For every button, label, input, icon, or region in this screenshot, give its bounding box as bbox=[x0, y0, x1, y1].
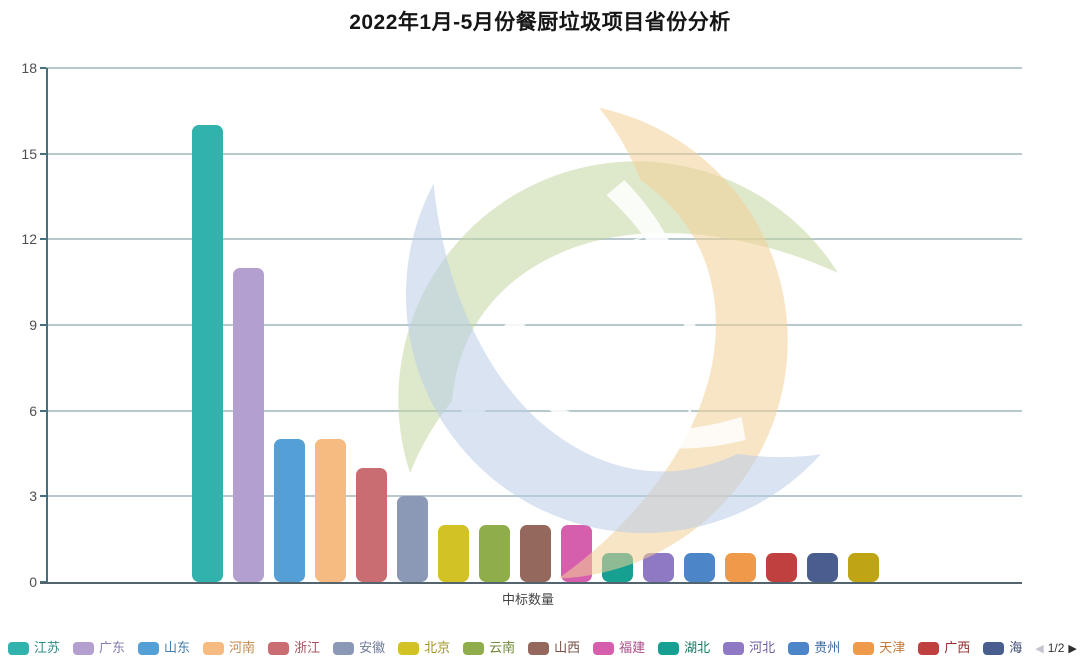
legend-label: 海 bbox=[1009, 640, 1023, 655]
legend-swatch-icon bbox=[983, 641, 1005, 655]
legend-swatch-icon bbox=[398, 641, 420, 655]
legend-swatch-icon bbox=[528, 641, 550, 655]
legend-swatch-icon bbox=[333, 641, 355, 655]
bar-山西[interactable] bbox=[520, 524, 551, 582]
legend-label: 河北 bbox=[749, 640, 776, 655]
bar-山东[interactable] bbox=[274, 439, 305, 582]
legend-label: 云南 bbox=[489, 640, 516, 655]
y-tick-mark-15 bbox=[40, 152, 46, 155]
legend-label: 浙江 bbox=[294, 640, 321, 655]
y-tick-mark-6 bbox=[40, 409, 46, 412]
legend-next-page-icon[interactable]: ▶ bbox=[1068, 642, 1077, 655]
legend-bar: 江苏 广东 山东 河南 浙江 安徽 北京 云南 山西 福建 湖北 河北 贵州 天津 广西 海 ◀ 1/2 ▶ bbox=[8, 638, 1077, 658]
y-axis-line bbox=[46, 68, 48, 584]
x-axis-line bbox=[40, 582, 1022, 584]
legend-label: 江苏 bbox=[34, 640, 61, 655]
y-tick-mark-9 bbox=[40, 324, 46, 326]
bar-海[interactable] bbox=[807, 553, 838, 582]
bar-湖北[interactable] bbox=[602, 553, 633, 582]
legend-swatch-icon bbox=[268, 641, 290, 655]
legend-item-福建[interactable]: 福建 bbox=[593, 640, 645, 656]
legend-item-北京[interactable]: 北京 bbox=[398, 640, 450, 656]
legend-swatch-icon bbox=[658, 641, 680, 655]
y-tick-label-3: 3 bbox=[29, 488, 37, 505]
legend-label: 湖北 bbox=[684, 640, 711, 655]
legend-item-浙江[interactable]: 浙江 bbox=[268, 640, 320, 656]
gridline-15 bbox=[46, 152, 1022, 155]
legend-label: 福建 bbox=[619, 640, 646, 655]
bar-河北[interactable] bbox=[643, 553, 674, 582]
y-tick-label-15: 15 bbox=[21, 145, 37, 162]
legend-item-贵州[interactable]: 贵州 bbox=[788, 640, 840, 656]
watermark-logo-icon bbox=[398, 107, 839, 579]
legend-item-河北[interactable]: 河北 bbox=[723, 640, 775, 656]
legend-item-江苏[interactable]: 江苏 bbox=[8, 640, 60, 656]
legend-swatch-icon bbox=[918, 641, 940, 655]
legend-label: 河南 bbox=[229, 640, 256, 655]
legend-swatch-icon bbox=[788, 641, 810, 655]
bar-广西[interactable] bbox=[766, 553, 797, 582]
legend-label: 广东 bbox=[99, 640, 126, 655]
legend-swatch-icon bbox=[853, 641, 875, 655]
legend-item-安徽[interactable]: 安徽 bbox=[333, 640, 385, 656]
page-title: 2022年1月-5月份餐厨垃圾项目省份分析 bbox=[349, 11, 731, 34]
y-tick-mark-3 bbox=[40, 495, 46, 498]
bar-浙江[interactable] bbox=[356, 467, 387, 582]
legend-item-河南[interactable]: 河南 bbox=[203, 640, 255, 656]
legend-swatch-icon bbox=[723, 641, 745, 655]
legend-swatch-icon bbox=[8, 641, 29, 655]
bar-江苏[interactable] bbox=[192, 125, 223, 582]
bar-天津[interactable] bbox=[725, 553, 756, 582]
bar-贵州[interactable] bbox=[684, 553, 715, 582]
legend-item-山西[interactable]: 山西 bbox=[528, 640, 580, 656]
legend-item-山东[interactable]: 山东 bbox=[138, 640, 190, 656]
bar-安徽[interactable] bbox=[397, 496, 428, 582]
legend-label: 山东 bbox=[164, 640, 191, 655]
legend-prev-page-icon[interactable]: ◀ bbox=[1035, 642, 1044, 655]
legend-item-云南[interactable]: 云南 bbox=[463, 640, 515, 656]
gridline-18 bbox=[46, 67, 1022, 69]
bar-福建[interactable] bbox=[561, 524, 592, 582]
y-tick-mark-12 bbox=[40, 238, 46, 241]
y-tick-label-18: 18 bbox=[21, 60, 37, 76]
legend-swatch-icon bbox=[203, 641, 225, 655]
legend-swatch-icon bbox=[593, 641, 615, 655]
legend-swatch-icon bbox=[463, 641, 485, 655]
legend-item-天津[interactable]: 天津 bbox=[853, 640, 905, 656]
bar-河南[interactable] bbox=[315, 439, 346, 582]
legend-swatch-icon bbox=[138, 641, 160, 655]
legend-label: 安徽 bbox=[359, 640, 386, 655]
bar-series-17[interactable] bbox=[848, 553, 879, 582]
legend-label: 贵州 bbox=[814, 640, 841, 655]
y-tick-mark-18 bbox=[40, 67, 46, 69]
legend-item-湖北[interactable]: 湖北 bbox=[658, 640, 710, 656]
y-tick-label-6: 6 bbox=[29, 402, 37, 419]
legend-label: 天津 bbox=[879, 640, 906, 655]
y-tick-label-12: 12 bbox=[21, 231, 37, 248]
legend-label: 北京 bbox=[424, 640, 451, 655]
bar-广东[interactable] bbox=[233, 267, 264, 582]
legend-item-广东[interactable]: 广东 bbox=[73, 640, 125, 656]
bar-北京[interactable] bbox=[438, 524, 469, 582]
legend-page-indicator: 1/2 bbox=[1047, 641, 1065, 655]
legend-label: 广西 bbox=[944, 640, 971, 655]
legend-swatch-icon bbox=[73, 641, 95, 655]
legend-label: 山西 bbox=[554, 640, 581, 655]
bar-云南[interactable] bbox=[479, 524, 510, 582]
x-axis-title: 中标数量 bbox=[501, 592, 554, 607]
legend-item-广西[interactable]: 广西 bbox=[918, 640, 970, 656]
legend-item-海[interactable]: 海 bbox=[983, 640, 1022, 656]
legend-pager: ◀ 1/2 ▶ bbox=[1035, 641, 1077, 655]
y-tick-label-9: 9 bbox=[29, 317, 37, 333]
y-tick-label-0: 0 bbox=[29, 574, 37, 590]
